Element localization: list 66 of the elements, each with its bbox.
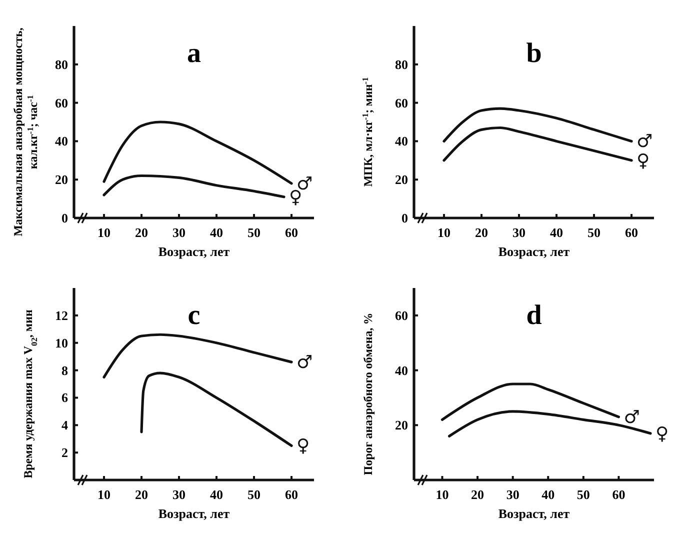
series-label: ♂ — [636, 131, 653, 152]
y-tick-label: 0 — [62, 210, 68, 226]
y-tick-label: 40 — [55, 134, 68, 149]
line-series — [442, 126, 633, 162]
x-axis-title: Возраст, лет — [498, 506, 570, 521]
y-tick-label: 80 — [55, 56, 68, 72]
x-tick-label: 50 — [588, 225, 600, 240]
x-tick-label: 50 — [576, 487, 590, 502]
y-axis-title: Порог анаэробного обмена, % — [361, 312, 375, 476]
x-tick-label: 20 — [135, 225, 148, 240]
line-series — [102, 174, 286, 198]
y-tick-label: 20 — [395, 172, 408, 188]
chart-title: c — [188, 300, 200, 331]
series-label: ♂ — [624, 406, 640, 428]
y-tick-label: 12 — [55, 308, 68, 323]
x-tick-label: 20 — [475, 225, 488, 240]
x-tick-label: 40 — [210, 225, 223, 240]
line-series — [102, 333, 293, 378]
x-tick-label: 30 — [512, 225, 526, 240]
x-tick-label: 40 — [542, 487, 555, 502]
x-tick-label: 20 — [135, 487, 148, 502]
y-tick-label: 60 — [395, 95, 408, 110]
chart-title: b — [526, 38, 542, 69]
line-series — [102, 120, 293, 185]
x-tick-label: 40 — [550, 225, 563, 240]
x-tick-label: 60 — [612, 487, 626, 502]
x-axis-title: Возраст, лет — [498, 244, 570, 259]
line-series — [440, 382, 620, 421]
x-tick-label: 60 — [625, 225, 638, 240]
x-tick-label: 30 — [172, 487, 186, 502]
x-tick-label: 10 — [98, 225, 110, 240]
chart-title: a — [187, 38, 201, 69]
y-tick-label: 80 — [395, 56, 408, 72]
y-tick-label: 60 — [55, 95, 68, 110]
y-tick-label: 20 — [395, 418, 408, 433]
y-tick-label: 6 — [62, 390, 68, 406]
y-tick-label: 8 — [62, 362, 68, 378]
x-tick-label: 30 — [506, 487, 520, 502]
y-tick-label: 40 — [395, 134, 408, 149]
x-axis-title: Возраст, лет — [158, 506, 230, 521]
y-tick-label: 2 — [62, 445, 68, 460]
chart-title: d — [526, 300, 542, 331]
x-tick-label: 10 — [436, 487, 449, 502]
x-tick-label: 50 — [248, 225, 260, 240]
x-tick-label: 60 — [285, 225, 298, 240]
line-series — [442, 107, 633, 142]
y-tick-label: 20 — [55, 172, 68, 188]
series-label: ♀ — [636, 150, 650, 172]
series-label: ♀ — [655, 423, 669, 444]
series-label: ♀ — [296, 436, 310, 457]
x-axis-title: Возраст, лет — [158, 244, 230, 259]
x-tick-label: 50 — [248, 487, 260, 502]
y-tick-label: 60 — [395, 308, 408, 323]
x-tick-label: 20 — [471, 487, 484, 502]
x-tick-label: 10 — [438, 225, 450, 240]
y-tick-label: 4 — [62, 418, 68, 433]
y-tick-label: 10 — [55, 335, 68, 350]
x-tick-label: 60 — [285, 487, 298, 502]
y-tick-label: 0 — [402, 210, 408, 226]
x-tick-label: 30 — [172, 225, 186, 240]
y-tick-label: 40 — [395, 362, 408, 378]
line-series — [448, 410, 652, 438]
line-series — [140, 372, 293, 448]
series-label: ♂ — [296, 352, 313, 374]
x-tick-label: 10 — [98, 487, 110, 502]
x-tick-label: 40 — [210, 487, 223, 502]
